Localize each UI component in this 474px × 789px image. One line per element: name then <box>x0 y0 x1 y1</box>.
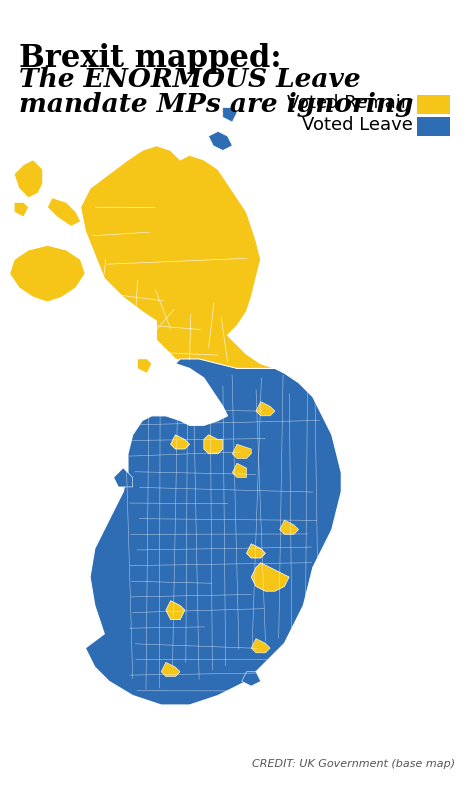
Polygon shape <box>14 203 28 217</box>
Polygon shape <box>232 463 246 477</box>
Polygon shape <box>242 671 261 686</box>
Polygon shape <box>171 435 190 449</box>
Polygon shape <box>85 359 341 705</box>
Text: Voted Leave: Voted Leave <box>301 116 412 133</box>
Polygon shape <box>251 563 289 591</box>
Polygon shape <box>81 146 284 378</box>
Text: Voted Remain: Voted Remain <box>287 94 412 111</box>
Polygon shape <box>166 600 185 619</box>
Polygon shape <box>47 198 81 226</box>
Polygon shape <box>14 160 43 198</box>
Polygon shape <box>209 132 232 151</box>
Polygon shape <box>256 402 275 416</box>
Text: Brexit mapped:: Brexit mapped: <box>19 43 282 74</box>
Polygon shape <box>232 444 251 458</box>
Text: The ENORMOUS Leave: The ENORMOUS Leave <box>19 67 361 92</box>
Polygon shape <box>161 662 180 676</box>
Polygon shape <box>9 245 85 302</box>
Polygon shape <box>137 359 152 373</box>
Text: mandate MPs are ignoring: mandate MPs are ignoring <box>19 92 413 118</box>
Text: CREDIT: UK Government (base map): CREDIT: UK Government (base map) <box>252 759 455 769</box>
Polygon shape <box>114 468 133 487</box>
Polygon shape <box>280 520 299 534</box>
Polygon shape <box>251 638 270 653</box>
Polygon shape <box>223 108 237 122</box>
Polygon shape <box>204 435 223 454</box>
Polygon shape <box>246 544 265 558</box>
